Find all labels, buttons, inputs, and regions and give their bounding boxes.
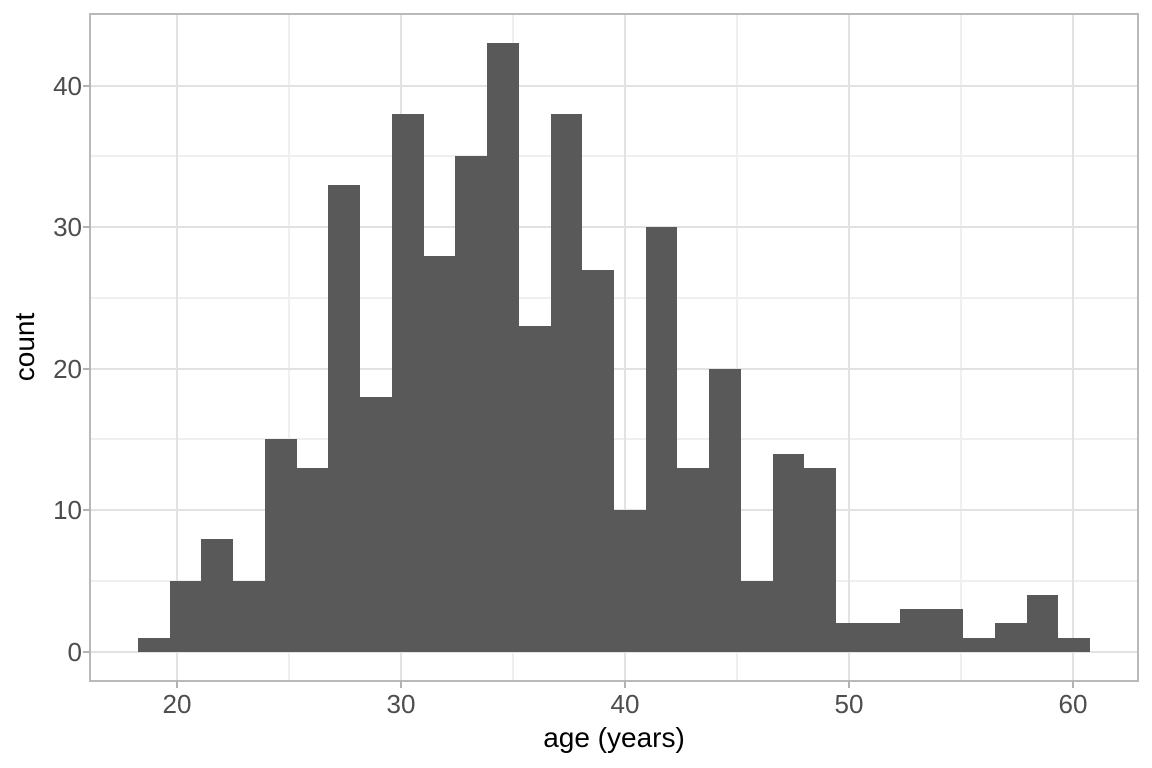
y-gridline-major xyxy=(91,368,1137,370)
x-axis-tick xyxy=(176,680,178,688)
x-tick-label: 20 xyxy=(162,689,192,719)
y-tick-label: 10 xyxy=(53,495,82,525)
y-tick-label: 20 xyxy=(53,354,82,384)
y-axis-tick xyxy=(83,226,91,228)
y-gridline-major xyxy=(91,85,1137,87)
histogram-bar xyxy=(995,623,1027,652)
x-axis-tick xyxy=(1072,680,1074,688)
x-tick-label: 60 xyxy=(1058,689,1088,719)
x-tick-label: 50 xyxy=(834,689,864,719)
histogram-bar xyxy=(487,43,519,652)
histogram-bar xyxy=(551,114,582,652)
histogram-bar xyxy=(868,623,900,652)
x-axis-tick xyxy=(848,680,850,688)
x-tick-label: 40 xyxy=(610,689,640,719)
histogram-bar xyxy=(709,369,741,652)
y-axis-tick xyxy=(83,368,91,370)
x-gridline-major xyxy=(624,15,626,680)
x-gridline-minor xyxy=(960,15,962,680)
y-axis-tick xyxy=(83,85,91,87)
x-gridline-major xyxy=(176,15,178,680)
histogram-bar xyxy=(931,609,963,652)
x-axis-tick xyxy=(624,680,626,688)
y-tick-label: 30 xyxy=(53,212,82,242)
y-axis-tick xyxy=(83,509,91,511)
y-gridline-major xyxy=(91,651,1137,653)
plot-panel xyxy=(91,15,1137,680)
y-axis-tick xyxy=(83,651,91,653)
x-axis-title: age (years) xyxy=(543,722,685,753)
histogram-bar xyxy=(328,185,360,652)
y-tick-label: 0 xyxy=(67,637,82,667)
histogram-bar xyxy=(741,581,773,652)
x-gridline-minor xyxy=(736,15,738,680)
x-axis-tick xyxy=(400,680,402,688)
histogram-bar xyxy=(297,468,328,652)
histogram-bar xyxy=(201,539,233,652)
histogram-bar xyxy=(582,270,614,652)
y-tick-label: 40 xyxy=(53,71,82,101)
histogram-bar xyxy=(1058,638,1090,652)
histogram-bar xyxy=(455,156,487,652)
histogram-bar xyxy=(138,638,170,652)
histogram-bar xyxy=(804,468,836,652)
x-gridline-minor xyxy=(288,15,290,680)
y-gridline-minor xyxy=(91,155,1137,157)
histogram-bar xyxy=(614,510,646,652)
histogram-bar xyxy=(963,638,995,652)
y-gridline-minor xyxy=(91,438,1137,440)
histogram-bar xyxy=(677,468,709,652)
histogram-bar xyxy=(170,581,201,652)
histogram-bar xyxy=(646,227,677,652)
histogram-bar xyxy=(1027,595,1058,652)
y-gridline-major xyxy=(91,226,1137,228)
histogram-bar xyxy=(265,439,297,652)
histogram-bar xyxy=(519,326,551,652)
x-gridline-major xyxy=(1072,15,1074,680)
y-gridline-minor xyxy=(91,297,1137,299)
histogram-bar xyxy=(233,581,265,652)
histogram-bar xyxy=(900,609,931,652)
histogram-bar xyxy=(424,256,455,652)
y-axis-title: count xyxy=(9,312,40,382)
x-tick-label: 30 xyxy=(386,689,416,719)
histogram-bar xyxy=(360,397,392,652)
histogram-bar xyxy=(392,114,424,652)
histogram-bar xyxy=(836,623,868,652)
x-gridline-major xyxy=(848,15,850,680)
histogram-bar xyxy=(773,454,804,652)
